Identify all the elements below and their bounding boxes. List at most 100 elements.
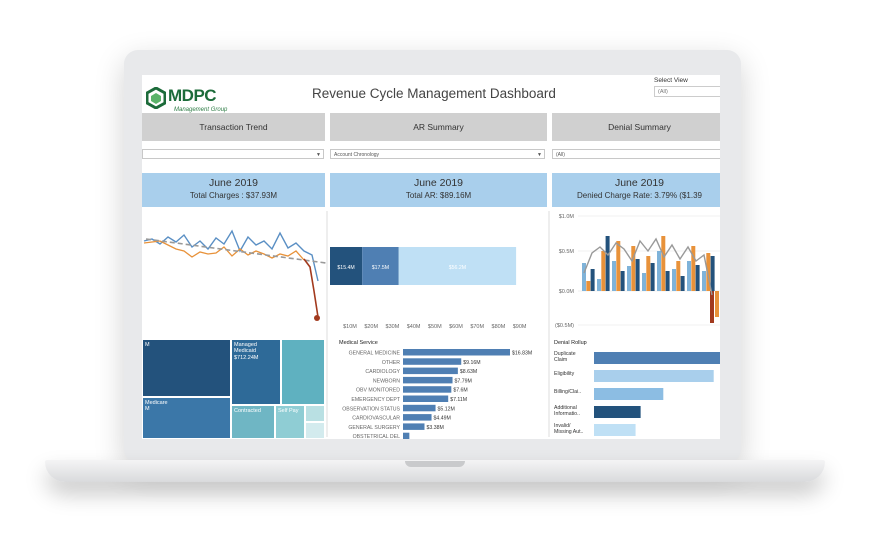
transaction-filter-dropdown[interactable]: ▼ xyxy=(142,149,324,159)
denial-rollup-bar[interactable] xyxy=(594,388,664,400)
medical-service-bar[interactable] xyxy=(403,404,436,412)
denial-bar[interactable] xyxy=(691,246,696,291)
denial-bar[interactable] xyxy=(597,279,601,291)
divider xyxy=(326,211,328,437)
denial-rollup-bar[interactable] xyxy=(594,352,720,364)
denial-axis-tick: ($0.5M) xyxy=(555,323,574,329)
medical-service-value: $3.38M xyxy=(426,425,443,431)
denial-bar[interactable] xyxy=(635,259,640,291)
ar-segment[interactable] xyxy=(362,247,399,285)
denial-rollup-bar[interactable] xyxy=(594,370,714,382)
denial-bar[interactable] xyxy=(676,261,681,291)
medical-service-bar[interactable] xyxy=(403,386,452,393)
denial-bar[interactable] xyxy=(695,265,700,291)
denial-bar[interactable] xyxy=(642,273,646,291)
tab-transaction-trend[interactable]: Transaction Trend xyxy=(142,113,325,141)
medical-service-bar[interactable] xyxy=(403,367,458,375)
denial-rollup-bar[interactable] xyxy=(594,424,636,436)
treemap-cell-medicare[interactable]: Medicare M xyxy=(142,397,231,439)
medical-service-bar[interactable] xyxy=(403,376,453,384)
treemap-cell[interactable] xyxy=(305,405,325,422)
ar-summary-chart[interactable]: $15.4M $17.5M $56.2M $10M $20M $30M $40M $50M $6… xyxy=(330,211,547,333)
ar-segment[interactable] xyxy=(398,247,517,285)
denial-rollup-label: Missing Aut.. xyxy=(554,429,583,435)
denial-bar-chart: $1.0M $0.5M $0.0M ($0.5M) xyxy=(555,214,720,329)
denial-bar[interactable] xyxy=(702,271,706,291)
denial-trend-chart[interactable]: $1.0M $0.5M $0.0M ($0.5M) xyxy=(552,211,720,333)
denial-trend-line xyxy=(583,237,713,296)
transaction-trend-chart[interactable] xyxy=(142,211,326,331)
medical-service-chart[interactable]: GENERAL MEDICINE $16.83M OTHER $9.16M CARDIO… xyxy=(330,347,547,439)
select-view-dropdown[interactable]: (All) xyxy=(654,86,720,97)
medical-service-bar[interactable] xyxy=(403,358,462,365)
medical-service-value: $7.11M xyxy=(450,397,467,403)
ar-segment-label: $56.2M xyxy=(449,265,466,271)
ar-axis-tick: $20M xyxy=(364,324,378,330)
tab-ar-summary[interactable]: AR Summary xyxy=(330,113,547,141)
trend-line-orange xyxy=(143,240,305,261)
denial-bar[interactable] xyxy=(620,271,625,291)
logo[interactable]: MDPC Management Group xyxy=(144,84,234,118)
ar-axis-tick: $50M xyxy=(428,324,442,330)
medical-service-label: OBV MONITORED xyxy=(356,388,400,394)
medical-service-label: EMERGENCY DEPT xyxy=(351,397,400,403)
ar-segment[interactable] xyxy=(330,247,363,285)
denial-bar[interactable] xyxy=(706,253,711,291)
treemap-cell[interactable] xyxy=(305,422,325,439)
denial-bar[interactable] xyxy=(631,246,636,291)
tab-denial-summary[interactable]: Denial Summary xyxy=(552,113,720,141)
denial-bar[interactable] xyxy=(612,261,616,291)
medical-service-value: $8.63M xyxy=(460,369,477,375)
denial-bar[interactable] xyxy=(665,271,670,291)
denial-bar[interactable] xyxy=(616,241,621,291)
treemap-cell-contracted[interactable]: Contracted xyxy=(231,405,275,439)
kpi-value: Total Charges : $37.93M xyxy=(189,191,278,200)
denial-bar[interactable] xyxy=(601,251,606,291)
ar-axis-tick: $60M xyxy=(449,324,463,330)
denial-bar[interactable] xyxy=(661,236,666,291)
kpi-value: Denied Charge Rate: 3.79% ($1.39 xyxy=(577,191,702,200)
medical-service-label: CARDIOLOGY xyxy=(365,369,400,375)
denial-bar[interactable] xyxy=(657,251,661,291)
treemap-cell-top-left[interactable]: M xyxy=(142,339,231,397)
filter-value: (All) xyxy=(556,152,565,158)
denial-bar[interactable] xyxy=(650,263,655,291)
dashboard-screen: MDPC Management Group Revenue Cycle Mana… xyxy=(142,75,720,439)
treemap-cell[interactable] xyxy=(281,339,325,405)
denial-bar[interactable] xyxy=(582,263,586,291)
denial-filter-dropdown[interactable]: (All) xyxy=(552,149,720,159)
denial-negative-bar[interactable] xyxy=(710,291,714,323)
medical-service-value: $7.6M xyxy=(453,388,467,394)
medical-service-bar[interactable] xyxy=(403,395,449,403)
treemap-cell-self-pay[interactable]: Self Pay xyxy=(275,405,305,439)
payer-treemap[interactable]: M Managed Medicaid $712.24M Medicare M C… xyxy=(142,339,325,439)
medical-service-bar[interactable] xyxy=(403,423,425,430)
medical-service-bar[interactable] xyxy=(403,414,432,421)
medical-service-bar[interactable] xyxy=(403,349,510,356)
denial-rollup-label: Invalid/ xyxy=(554,423,571,429)
denial-bar[interactable] xyxy=(646,256,651,291)
denial-bar[interactable] xyxy=(605,236,610,291)
treemap-cell-managed-medicaid[interactable]: Managed Medicaid $712.24M xyxy=(231,339,281,405)
denial-bar[interactable] xyxy=(710,256,715,291)
kpi-value: Total AR: $89.16M xyxy=(405,191,472,200)
denial-bar[interactable] xyxy=(687,261,691,291)
denial-bar[interactable] xyxy=(672,269,676,291)
kpi-total-charges: June 2019 Total Charges : $37.93M xyxy=(142,173,325,207)
denial-rollup-label: Duplicate xyxy=(554,351,576,357)
denial-bar[interactable] xyxy=(627,266,631,291)
medical-service-value: $7.79M xyxy=(455,378,472,384)
denial-bar[interactable] xyxy=(586,281,591,291)
ar-filter-dropdown[interactable]: Account Chronology ▼ xyxy=(330,149,545,159)
denial-axis-tick: $1.0M xyxy=(559,214,575,220)
ar-segment-label: $15.4M xyxy=(337,265,354,271)
denial-rollup-bar[interactable] xyxy=(594,406,641,418)
medical-service-label: GENERAL SURGERY xyxy=(348,425,400,431)
denial-bar[interactable] xyxy=(680,276,685,291)
laptop-base xyxy=(45,460,825,482)
logo-text: MDPC xyxy=(168,86,217,105)
medical-service-bar[interactable] xyxy=(403,432,410,439)
denial-negative-bar[interactable] xyxy=(715,291,719,317)
denial-bar[interactable] xyxy=(590,269,595,291)
